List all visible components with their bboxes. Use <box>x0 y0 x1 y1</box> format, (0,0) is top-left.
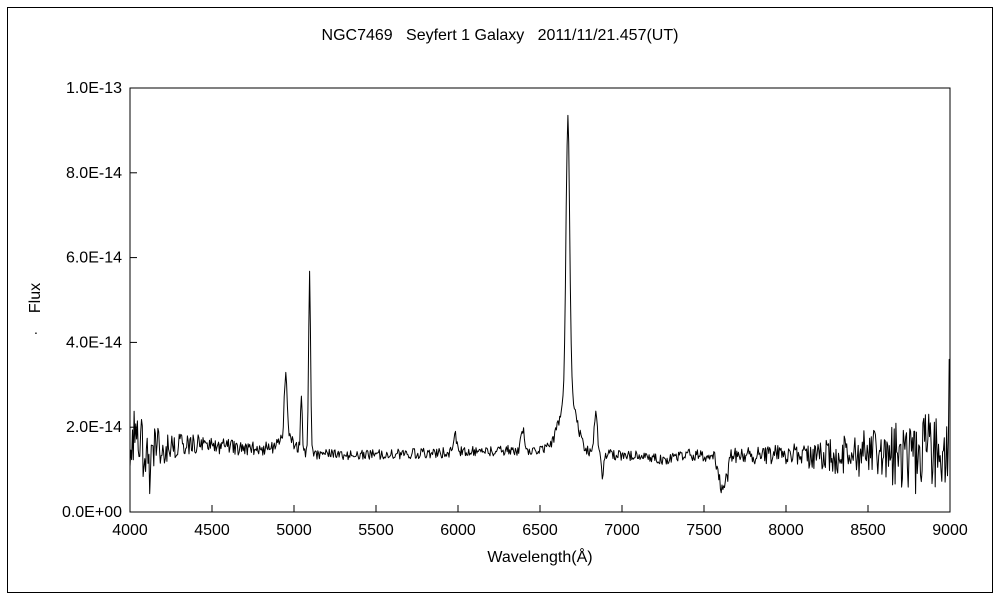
x-tick-label: 5000 <box>276 522 312 539</box>
y-axis-label: Flux <box>27 283 44 313</box>
y-tick-label: 6.0E-14 <box>66 250 122 267</box>
x-tick-label: 4000 <box>112 522 148 539</box>
y-tick-label: 1.0E-13 <box>66 80 122 97</box>
x-tick-label: 9000 <box>932 522 968 539</box>
x-tick-label: 8000 <box>768 522 804 539</box>
chart-title: NGC7469 Seyfert 1 Galaxy 2011/11/21.457(… <box>322 27 679 44</box>
x-tick-label: 8500 <box>850 522 886 539</box>
outer-border <box>7 7 993 593</box>
x-tick-label: 7000 <box>604 522 640 539</box>
x-tick-label: 4500 <box>194 522 230 539</box>
y-tick-label: 8.0E-14 <box>66 165 122 182</box>
spectrum-line <box>129 114 951 495</box>
y-axis-label-mark: . <box>34 321 38 337</box>
x-tick-label: 6000 <box>440 522 476 539</box>
y-tick-label: 2.0E-14 <box>66 419 122 436</box>
x-axis-label: Wavelength(Å) <box>487 547 592 566</box>
x-tick-label: 6500 <box>522 522 558 539</box>
x-tick-label: 7500 <box>686 522 722 539</box>
plot-generated-content: 4000 4500 5000 5500 6000 6500 7000 7500 8000 8500… <box>62 80 968 539</box>
y-tick-label: 4.0E-14 <box>66 334 122 351</box>
x-tick-label: 5500 <box>358 522 394 539</box>
y-tick-label: 0.0E+00 <box>62 504 122 521</box>
